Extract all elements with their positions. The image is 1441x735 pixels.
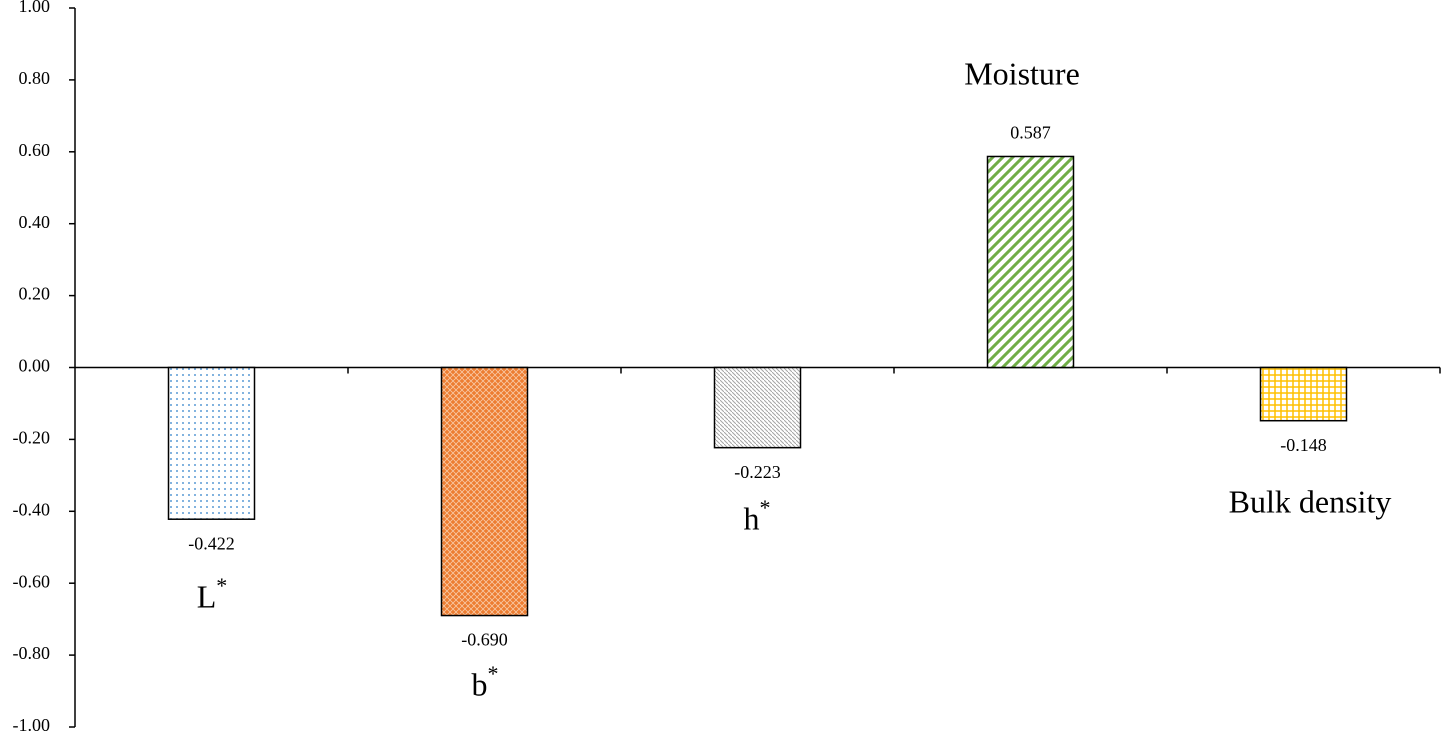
y-tick-label: -1.00 <box>13 715 51 735</box>
bar <box>440 366 529 617</box>
y-tick-label: 0.80 <box>19 68 51 88</box>
data-label: -0.148 <box>1280 435 1327 455</box>
y-tick-label: 0.60 <box>19 140 51 160</box>
y-tick-label: 1.00 <box>19 0 51 16</box>
data-label: 0.587 <box>1010 123 1051 143</box>
category-label: h* <box>744 495 771 536</box>
bar <box>713 366 802 449</box>
y-tick-label: -0.60 <box>13 571 51 591</box>
category-label: L* <box>197 573 228 614</box>
data-label: -0.422 <box>188 533 235 553</box>
category-label: Moisture <box>964 55 1080 91</box>
y-tick-label: -0.20 <box>13 428 51 448</box>
data-label: -0.690 <box>461 630 508 650</box>
y-tick-label: 0.00 <box>19 356 51 376</box>
bar <box>1259 366 1348 422</box>
y-tick-label: -0.80 <box>13 643 51 663</box>
category-label: Bulk density <box>1229 483 1392 519</box>
data-label: -0.223 <box>734 462 781 482</box>
bar <box>986 155 1075 369</box>
y-tick-label: 0.40 <box>19 212 51 232</box>
bar <box>167 366 256 520</box>
category-label: b* <box>472 661 499 702</box>
y-tick-label: 0.20 <box>19 284 51 304</box>
y-tick-label: -0.40 <box>13 499 51 519</box>
